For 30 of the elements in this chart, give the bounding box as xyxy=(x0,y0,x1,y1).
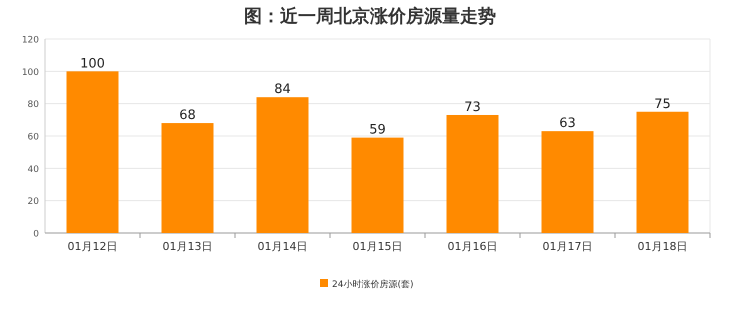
bar xyxy=(636,112,688,233)
y-tick-label: 120 xyxy=(22,36,40,46)
y-tick-label: 80 xyxy=(28,100,40,110)
data-label: 84 xyxy=(274,82,291,98)
x-tick-label: 01月16日 xyxy=(448,240,498,253)
x-tick-label: 01月15日 xyxy=(352,240,402,253)
bar xyxy=(352,138,404,233)
y-tick-label: 60 xyxy=(28,132,40,142)
x-tick-label: 01月13日 xyxy=(162,240,212,253)
y-tick-label: 20 xyxy=(28,197,40,208)
data-label: 63 xyxy=(559,116,576,132)
x-tick-label: 01月14日 xyxy=(258,240,308,253)
data-label: 100 xyxy=(80,56,105,72)
bar xyxy=(446,114,498,233)
y-tick-label: 100 xyxy=(22,68,40,78)
y-tick-label: 0 xyxy=(33,230,40,240)
data-label: 73 xyxy=(464,100,481,115)
x-tick-label: 01月17日 xyxy=(542,240,592,253)
legend-label: 24小时涨价房源(套) xyxy=(332,279,414,290)
bar xyxy=(66,71,118,233)
x-tick-label: 01月18日 xyxy=(638,240,688,253)
data-label: 68 xyxy=(179,108,196,124)
bar xyxy=(542,131,594,233)
chart-title: 图：近一周北京涨价房源量走势 xyxy=(244,6,496,27)
x-tick-label: 01月12日 xyxy=(68,240,118,253)
bar xyxy=(162,123,214,233)
data-label: 75 xyxy=(654,96,671,112)
bar xyxy=(256,97,308,233)
y-tick-label: 40 xyxy=(28,164,40,175)
data-label: 59 xyxy=(369,122,386,138)
